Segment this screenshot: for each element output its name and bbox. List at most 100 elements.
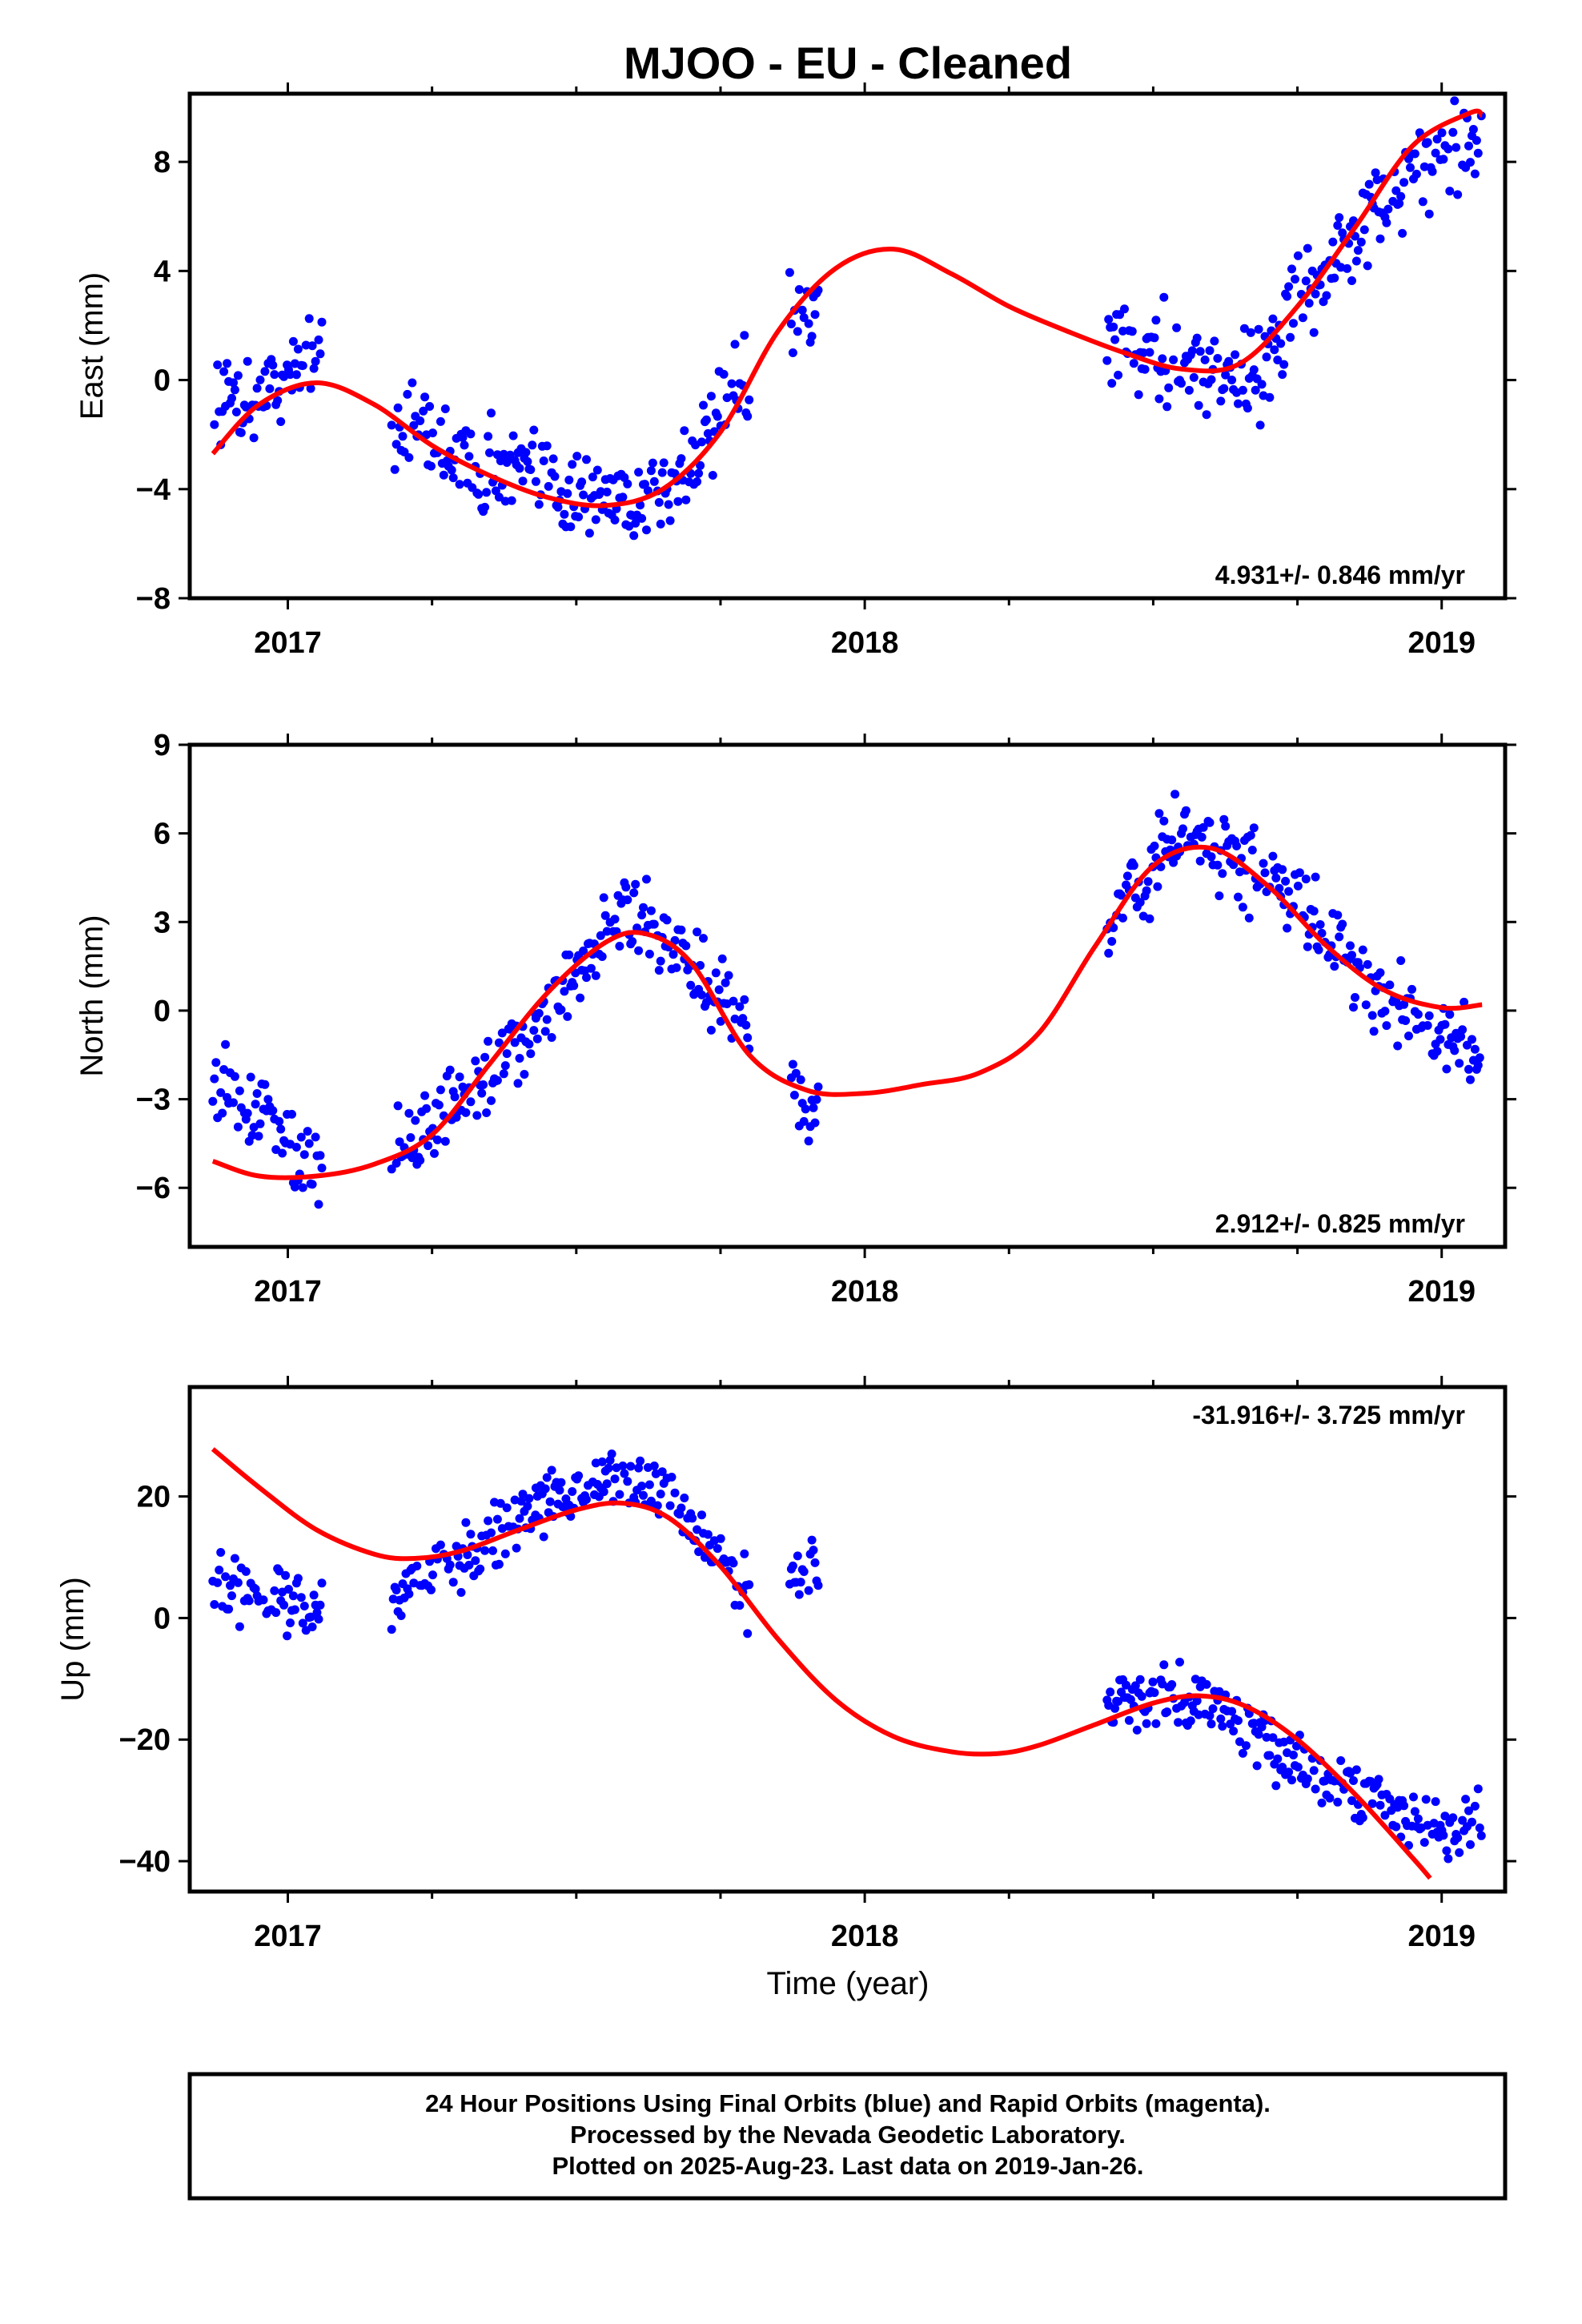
east-data-point [1262,352,1271,362]
north-data-point [210,1074,219,1084]
north-data-point [789,1091,799,1100]
north-data-point [499,1069,508,1079]
east-data-point [276,417,286,426]
up-data-point [1289,1751,1298,1759]
north-data-point [1205,818,1215,827]
east-data-point [1279,360,1289,369]
up-data-point [713,1544,722,1554]
east-data-point [572,452,582,461]
north-data-point [639,903,648,912]
up-data-point [1468,1817,1476,1827]
east-data-point [560,509,569,519]
east-data-point [553,502,563,512]
up-data-point [649,1462,659,1470]
up-data-point [1349,1776,1358,1785]
x-tick-label: 2018 [831,1275,899,1309]
east-data-point [646,466,656,476]
north-data-point [466,1097,476,1107]
north-data-point [621,883,631,892]
east-data-point [1473,148,1483,158]
up-data-point [1192,1696,1202,1706]
north-data-point [422,1104,432,1113]
north-data-point [1404,1031,1413,1041]
east-data-point [602,487,612,497]
east-data-point [260,367,270,376]
north-data-point [586,963,596,973]
east-data-point [563,489,572,498]
east-data-point [1129,359,1138,368]
east-data-point [243,356,252,366]
east-data-point [544,481,553,491]
up-fit-line [211,1447,1432,1880]
north-data-point [1456,1031,1466,1041]
north-data-points [208,790,1484,1209]
east-data-point [288,336,298,346]
east-data-point [1110,335,1120,344]
east-data-point [1411,169,1421,179]
up-data-point [545,1497,555,1506]
east-data-point [1273,356,1283,364]
up-data-point [615,1490,624,1499]
north-data-point [1407,984,1416,994]
east-rate-annotation: 4.931+/- 0.846 mm/yr [1215,561,1465,589]
north-data-point [230,1072,239,1081]
up-data-point [1431,1797,1440,1807]
east-data-point [793,327,802,336]
east-data-point [591,515,600,525]
north-data-point [791,1068,801,1078]
up-data-point [1218,1722,1227,1731]
up-data-point [1347,1796,1356,1805]
north-data-point [1150,841,1159,850]
up-data-point [317,1578,327,1588]
up-data-point [1325,1793,1335,1803]
north-data-point [299,1150,309,1160]
up-data-point [233,1578,243,1587]
east-data-point [1169,355,1178,364]
north-data-point [1167,835,1177,845]
east-data-point [518,476,528,486]
east-data-point [494,493,504,502]
up-data-point [271,1608,281,1618]
north-data-point [1293,881,1303,891]
east-data-point [500,497,510,506]
north-data-point [1309,907,1319,916]
east-data-point [1221,370,1231,380]
east-data-point [1309,328,1319,337]
east-data-point [307,341,317,351]
up-data-point [487,1528,496,1538]
east-data-point [592,465,602,475]
east-data-point [1453,190,1463,199]
east-data-point [1470,169,1480,179]
north-data-point [579,946,588,955]
up-rate-annotation: -31.916+/- 3.725 mm/yr [1192,1401,1465,1429]
up-data-point [1207,1719,1216,1729]
up-data-point [1439,1831,1448,1840]
east-data-point [643,486,652,496]
up-data-point [1309,1766,1319,1775]
east-data-point [403,389,412,399]
up-data-point [1453,1833,1463,1843]
east-data-point [210,420,219,429]
east-data-point [534,500,544,509]
up-data-point [1235,1737,1244,1747]
east-data-point [1114,370,1123,380]
east-data-point [223,359,232,368]
north-data-point [420,1091,430,1100]
up-data-point [799,1567,809,1576]
east-data-point [528,440,537,450]
east-data-point [1286,332,1295,342]
east-data-point [1424,209,1434,219]
y-tick-label: 3 [154,906,171,939]
north-data-point [1301,875,1311,884]
north-data-point [717,954,727,963]
north-data-point [515,1054,524,1063]
up-data-point [445,1560,455,1570]
north-data-point [1317,928,1327,938]
north-data-point [599,893,608,903]
north-data-point [532,1034,542,1043]
east-data-point [568,460,577,469]
x-tick-label: 2019 [1407,1275,1476,1309]
up-data-point [488,1546,497,1555]
north-data-point [1117,891,1126,900]
east-data-point [693,477,702,486]
